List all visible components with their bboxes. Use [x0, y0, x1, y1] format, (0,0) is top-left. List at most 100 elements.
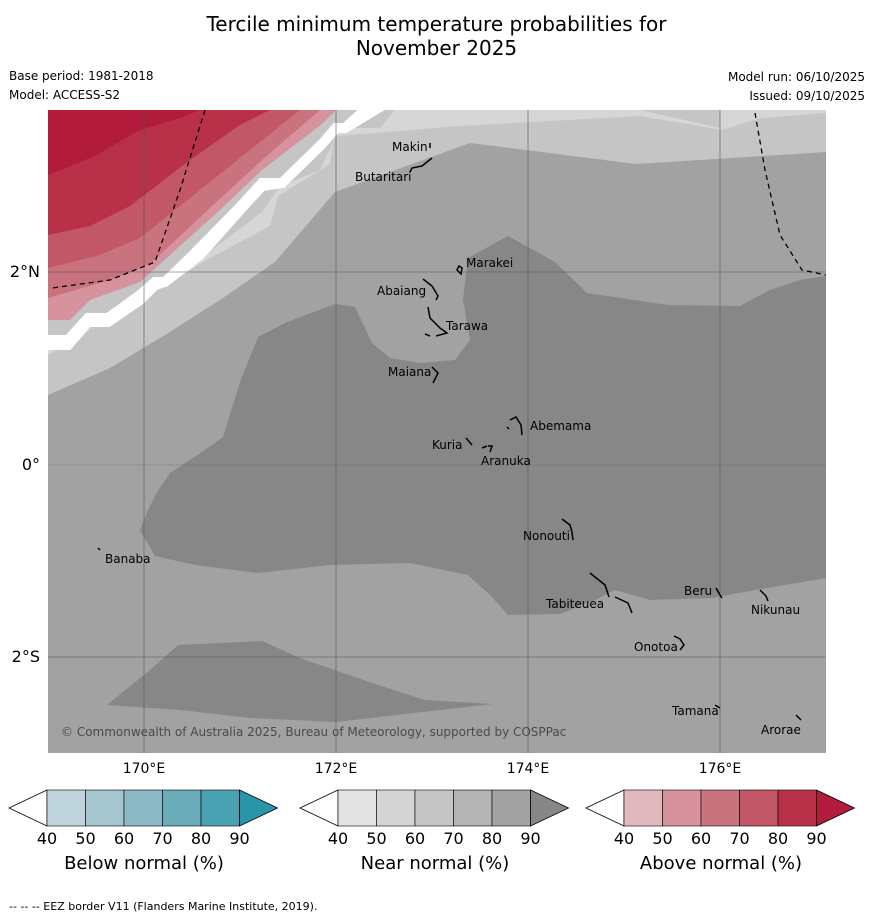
island-tamana: [714, 704, 721, 709]
eez-border-east: [754, 112, 826, 276]
island-butaritari: [409, 157, 433, 173]
near-normal-80-90-south-region: [107, 641, 493, 722]
lon-label-170e: 170°E: [123, 761, 166, 777]
lat-label-equator: 0°: [22, 455, 40, 474]
colorbar-tick-label: 60: [691, 829, 711, 848]
island-nonouti: [561, 518, 574, 541]
colorbar-tick-label: 40: [614, 829, 634, 848]
colorbar-segment: [700, 789, 740, 827]
colorbar-low-extension: [585, 789, 625, 827]
colorbar-high-extension: [816, 789, 856, 827]
title-line-2: November 2025: [355, 36, 518, 60]
lat-label-2s: 2°S: [12, 647, 40, 666]
colorbar-tick-label: 80: [768, 829, 788, 848]
island-aranuka: [481, 445, 494, 453]
island-banaba: [97, 547, 101, 551]
label-tamana: Tamana: [671, 704, 719, 718]
colorbar-tick-label: 50: [652, 829, 672, 848]
lon-label-172e: 172°E: [315, 761, 358, 777]
lon-label-174e: 174°E: [507, 761, 550, 777]
colorbar-high-extension: [530, 789, 570, 827]
colorbar-segment: [376, 789, 416, 827]
colorbar-segment: [414, 789, 454, 827]
issued-date: Issued: 09/10/2025: [749, 89, 865, 103]
colorbar-near-normal: 40 50 60 70 80 90: [299, 789, 570, 848]
label-arorae: Arorae: [761, 723, 801, 737]
colorbar-low-extension: [299, 789, 339, 827]
near-normal-80-90-region: [140, 236, 826, 615]
base-period: Base period: 1981-2018: [9, 69, 154, 83]
label-aranuka: Aranuka: [481, 454, 531, 468]
model-name: Model: ACCESS-S2: [9, 88, 121, 102]
longitude-labels: 170°E 172°E 174°E 176°E: [123, 761, 742, 777]
colorbar-tick-label: 70: [443, 829, 463, 848]
island-abaiang: [422, 278, 439, 301]
label-abemama: Abemama: [530, 419, 591, 433]
colorbar-segment: [85, 789, 125, 827]
above-normal-90-region: [48, 110, 200, 175]
island-tabiteuea: [589, 572, 633, 614]
island-labels: Makin Butaritari Marakei Abaiang Tarawa …: [105, 140, 801, 737]
chart-title: Tercile minimum temperature probabilitie…: [0, 12, 873, 60]
island-nikunau: [759, 589, 769, 602]
colorbar-segment: [200, 789, 240, 827]
colorbar-segment: [662, 789, 702, 827]
colorbar-segment: [739, 789, 779, 827]
island-abemama: [506, 416, 523, 436]
colorbar-tick-label: 60: [114, 829, 134, 848]
island-beru: [715, 587, 723, 599]
colorbar-segment: [623, 789, 663, 827]
white-strip-region: [48, 110, 385, 350]
colorbar-tick-label: 80: [191, 829, 211, 848]
label-marakei: Marakei: [466, 256, 513, 270]
colorbar-tick-label: 70: [152, 829, 172, 848]
colorbar-tick-label: 50: [366, 829, 386, 848]
label-banaba: Banaba: [105, 552, 151, 566]
label-abaiang: Abaiang: [377, 284, 426, 298]
colorbar-above-normal: 40 50 60 70 80 90: [585, 789, 856, 848]
colorbar-tick-label: 40: [37, 829, 57, 848]
colorbar-segment: [162, 789, 202, 827]
copyright-notice: © Commonwealth of Australia 2025, Bureau…: [61, 725, 566, 739]
label-nikunau: Nikunau: [751, 603, 800, 617]
label-onotoa: Onotoa: [634, 640, 678, 654]
latitude-labels: 2°N 0° 2°S: [10, 262, 40, 666]
colorbar-tick-label: 80: [482, 829, 502, 848]
colorbar-tick-label: 50: [75, 829, 95, 848]
legend-label-above-normal: Above normal (%): [639, 853, 803, 874]
label-tabiteuea: Tabiteuea: [545, 597, 604, 611]
colorbar-tick-label: 40: [328, 829, 348, 848]
colorbar-segment: [46, 789, 86, 827]
island-tarawa: [424, 306, 449, 337]
colorbar-segment: [453, 789, 493, 827]
lat-label-2n: 2°N: [10, 262, 40, 281]
label-kuria: Kuria: [432, 438, 463, 452]
title-line-1: Tercile minimum temperature probabilitie…: [206, 12, 667, 36]
colorbar-high-extension: [239, 789, 279, 827]
colorbar-tick-label: 70: [729, 829, 749, 848]
eez-footer-note: -- -- -- EEZ border V11 (Flanders Marine…: [9, 900, 318, 913]
label-butaritari: Butaritari: [355, 170, 412, 184]
legend-colorbars: 40 50 60 70 80 90 40 50 60 70 80 90 40 50 60 70 80 90: [8, 789, 856, 848]
label-nonouti: Nonouti: [523, 529, 570, 543]
colorbar-tick-label: 60: [405, 829, 425, 848]
island-onotoa: [673, 635, 685, 651]
label-maiana: Maiana: [388, 365, 431, 379]
label-tarawa: Tarawa: [445, 319, 488, 333]
colorbar-below-normal: 40 50 60 70 80 90: [8, 789, 279, 848]
map-area: Makin Butaritari Marakei Abaiang Tarawa …: [48, 110, 826, 753]
colorbar-tick-label: 90: [520, 829, 540, 848]
colorbar-segment: [491, 789, 531, 827]
island-outlines: [97, 143, 802, 721]
label-beru: Beru: [684, 584, 712, 598]
legend-label-below-normal: Below normal (%): [64, 853, 224, 874]
colorbar-segment: [123, 789, 163, 827]
eez-border-west: [51, 110, 206, 289]
model-run: Model run: 06/10/2025: [727, 70, 865, 84]
island-maiana: [431, 366, 439, 384]
colorbar-tick-label: 90: [806, 829, 826, 848]
colorbar-segment: [777, 789, 817, 827]
legend-label-near-normal: Near normal (%): [360, 853, 510, 874]
colorbar-segment: [337, 789, 377, 827]
